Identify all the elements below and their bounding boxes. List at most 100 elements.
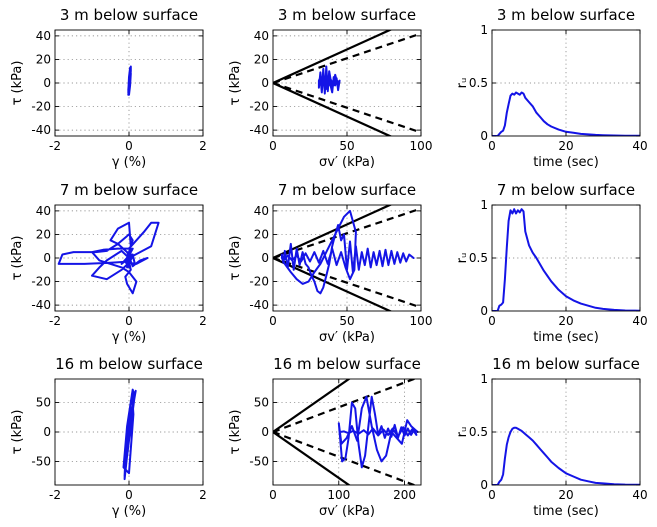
x-tick-label: 0: [125, 139, 133, 153]
data-series-line: [492, 208, 640, 311]
y-tick-label: 20: [36, 52, 51, 66]
x-tick-label: -2: [49, 488, 61, 502]
x-axis-label: time (sec): [533, 504, 599, 519]
y-axis-label: τ (kPa): [228, 410, 243, 455]
y-tick-label: 0: [480, 478, 488, 492]
x-tick-label: 2: [199, 314, 207, 328]
x-tick-label: 40: [632, 488, 647, 502]
x-tick-label: -2: [49, 314, 61, 328]
x-tick-label: 0: [125, 488, 133, 502]
x-tick-label: 20: [558, 139, 573, 153]
x-axis-label: γ (%): [112, 330, 146, 345]
x-axis-label: σv′ (kPa): [319, 330, 375, 345]
x-tick-label: 100: [410, 314, 433, 328]
x-tick-label: 2: [199, 139, 207, 153]
y-axis-label: τ (kPa): [228, 236, 243, 281]
y-tick-label: 40: [254, 204, 269, 218]
y-tick-label: 0: [261, 251, 269, 265]
y-tick-label: -40: [249, 298, 269, 312]
chart-panel-5: 0 50 100 40 20 0 -20 -40 7 m below surface σv′ (k…: [228, 181, 432, 345]
x-tick-label: 2: [199, 488, 207, 502]
y-tick-label: 0: [43, 425, 51, 439]
data-series-line: [57, 221, 160, 295]
data-series-line: [122, 388, 137, 481]
y-tick-label: 50: [254, 396, 269, 410]
y-tick-label: 1: [480, 372, 488, 386]
chart-panel-2: 0 50 100 40 20 0 -20 -40 3 m below surface σv′ (k…: [228, 6, 432, 170]
envelope-line-dashed: [273, 81, 421, 134]
envelope-line-solid: [273, 379, 351, 433]
y-tick-label: 0: [261, 76, 269, 90]
x-tick-label: 40: [632, 314, 647, 328]
y-tick-label: -40: [249, 123, 269, 137]
chart-title: 3 m below surface: [278, 6, 416, 24]
x-tick-label: 0: [269, 139, 277, 153]
envelope-line-dashed: [273, 32, 421, 85]
data-series-line: [337, 395, 419, 469]
y-tick-label: -40: [31, 123, 51, 137]
y-axis-label: τ (kPa): [10, 236, 25, 281]
y-tick-label: 0: [261, 425, 269, 439]
data-series-line: [317, 65, 341, 95]
x-tick-label: 20: [558, 314, 573, 328]
y-axis-label: τ (kPa): [10, 410, 25, 455]
y-axis-label: τ (kPa): [228, 61, 243, 106]
envelope-line-solid: [273, 30, 393, 85]
y-tick-label: -20: [31, 275, 51, 289]
y-tick-label: 0.5: [469, 251, 488, 265]
envelope-line-solid: [273, 256, 393, 311]
y-tick-label: -50: [249, 454, 269, 468]
y-tick-label: 0: [480, 129, 488, 143]
chart-title: 3 m below surface: [60, 6, 198, 24]
envelope-line-solid: [273, 81, 393, 136]
x-tick-label: 40: [632, 139, 647, 153]
y-axis-label: rᵤ: [455, 253, 470, 264]
y-axis-label: rᵤ: [455, 78, 470, 89]
y-tick-label: -50: [31, 454, 51, 468]
x-tick-label: 20: [558, 488, 573, 502]
y-tick-label: 40: [36, 204, 51, 218]
x-tick-label: 0: [269, 314, 277, 328]
x-axis-label: γ (%): [112, 504, 146, 519]
x-axis-label: σv′ (kPa): [319, 155, 375, 170]
envelope-line-dashed: [273, 256, 421, 309]
x-axis-label: time (sec): [533, 330, 599, 345]
y-tick-label: 1: [480, 23, 488, 37]
envelope-line-solid: [273, 205, 393, 260]
y-axis-label: τ (kPa): [10, 61, 25, 106]
x-tick-label: 200: [393, 488, 416, 502]
x-tick-label: 0: [488, 314, 496, 328]
x-tick-label: 50: [339, 139, 354, 153]
x-tick-label: 0: [269, 488, 277, 502]
data-series-line: [492, 426, 640, 485]
y-tick-label: 0: [43, 251, 51, 265]
envelope-line-solid: [273, 431, 351, 485]
chart-panel-7: -2 0 2 50 0 -50 16 m below surface γ (%) τ (kPa): [10, 355, 207, 519]
envelope-line-dashed: [273, 379, 418, 434]
x-tick-label: 100: [327, 488, 350, 502]
data-series-line: [492, 91, 640, 136]
x-tick-label: 0: [125, 314, 133, 328]
y-tick-label: 0: [480, 304, 488, 318]
y-axis-label: rᵤ: [455, 427, 470, 438]
x-tick-label: 0: [488, 488, 496, 502]
data-series-line: [280, 209, 415, 295]
y-tick-label: 20: [36, 227, 51, 241]
x-axis-label: γ (%): [112, 155, 146, 170]
chart-panel-3: 0 20 40 1 0.5 0 3 m below surface time (sec) rᵤ: [455, 6, 648, 170]
y-tick-label: -40: [31, 298, 51, 312]
x-axis-label: σv′ (kPa): [319, 504, 375, 519]
chart-title: 3 m below surface: [497, 6, 635, 24]
chart-title: 16 m below surface: [492, 355, 640, 373]
y-tick-label: -20: [31, 100, 51, 114]
x-tick-label: 100: [410, 139, 433, 153]
chart-title: 7 m below surface: [497, 181, 635, 199]
y-tick-label: 0.5: [469, 425, 488, 439]
y-tick-label: 1: [480, 198, 488, 212]
y-tick-label: 50: [36, 396, 51, 410]
y-tick-label: 20: [254, 227, 269, 241]
x-tick-label: 50: [339, 314, 354, 328]
x-axis-label: time (sec): [533, 155, 599, 170]
